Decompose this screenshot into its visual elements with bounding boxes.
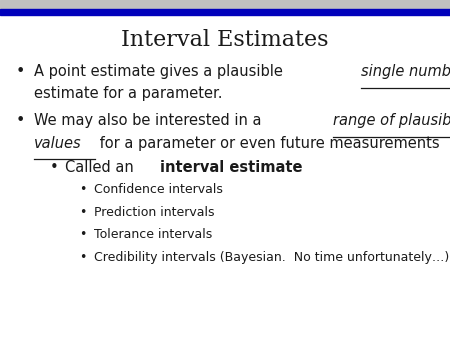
Text: for a parameter or even future measurements: for a parameter or even future measureme… — [95, 136, 440, 151]
Text: •: • — [50, 160, 58, 174]
Text: •: • — [79, 183, 86, 195]
Text: We may also be interested in a: We may also be interested in a — [34, 113, 266, 128]
Text: •: • — [16, 64, 25, 79]
Text: values: values — [34, 136, 81, 151]
Text: •: • — [79, 228, 86, 241]
Text: •: • — [79, 251, 86, 264]
Text: Interval Estimates: Interval Estimates — [121, 29, 329, 51]
Bar — [0, 9, 450, 15]
Bar — [0, 0, 450, 8]
Text: interval estimate: interval estimate — [160, 160, 302, 174]
Text: single number: single number — [361, 64, 450, 79]
Text: Called an: Called an — [65, 160, 139, 174]
Text: estimate for a parameter.: estimate for a parameter. — [34, 86, 222, 101]
Text: Credibility intervals (Bayesian.  No time unfortunately…): Credibility intervals (Bayesian. No time… — [94, 251, 450, 264]
Text: •: • — [16, 113, 25, 128]
Text: Tolerance intervals: Tolerance intervals — [94, 228, 213, 241]
Text: range of plausible: range of plausible — [333, 113, 450, 128]
Text: •: • — [79, 206, 86, 218]
Text: Confidence intervals: Confidence intervals — [94, 183, 223, 195]
Text: Prediction intervals: Prediction intervals — [94, 206, 215, 218]
Text: A point estimate gives a plausible: A point estimate gives a plausible — [34, 64, 287, 79]
